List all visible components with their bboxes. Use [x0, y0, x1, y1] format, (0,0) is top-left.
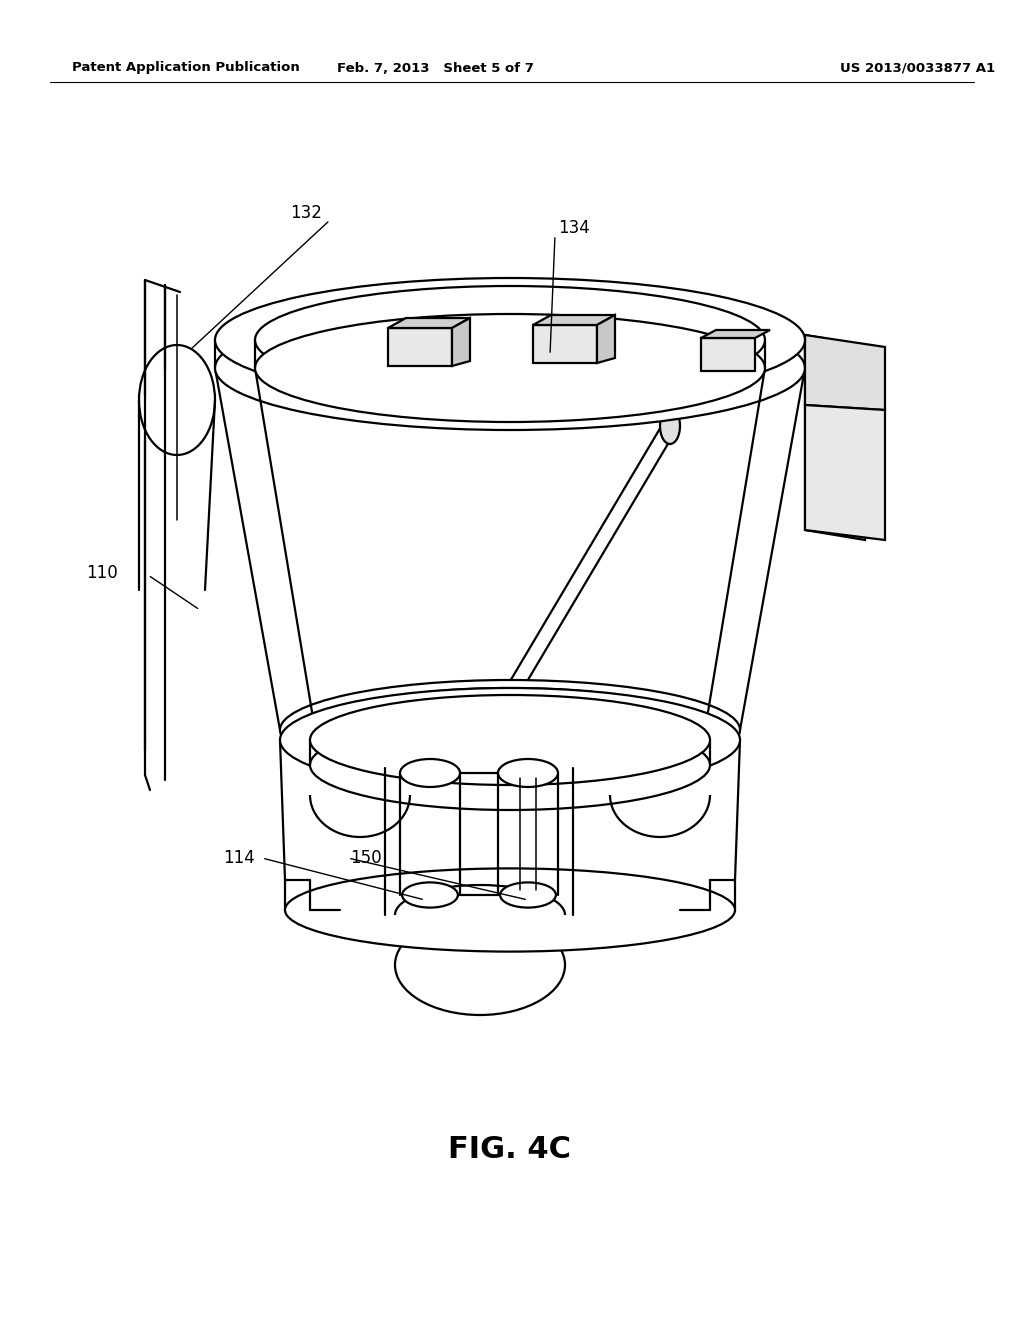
Ellipse shape — [402, 882, 458, 908]
Text: US 2013/0033877 A1: US 2013/0033877 A1 — [840, 62, 995, 74]
Ellipse shape — [500, 882, 556, 908]
Ellipse shape — [139, 345, 215, 455]
Ellipse shape — [310, 696, 710, 785]
Ellipse shape — [660, 408, 680, 444]
Text: 114: 114 — [223, 849, 255, 867]
Polygon shape — [597, 315, 615, 363]
Polygon shape — [701, 330, 770, 338]
Polygon shape — [452, 318, 470, 366]
Polygon shape — [534, 325, 597, 363]
Text: Feb. 7, 2013   Sheet 5 of 7: Feb. 7, 2013 Sheet 5 of 7 — [337, 62, 534, 74]
Ellipse shape — [310, 719, 710, 810]
Ellipse shape — [255, 314, 765, 422]
Ellipse shape — [215, 306, 805, 430]
Polygon shape — [388, 327, 452, 366]
Polygon shape — [805, 335, 885, 411]
Text: 132: 132 — [290, 205, 322, 222]
Ellipse shape — [400, 759, 460, 787]
Ellipse shape — [280, 680, 740, 780]
Polygon shape — [388, 318, 470, 327]
Ellipse shape — [395, 915, 565, 1015]
Ellipse shape — [255, 286, 765, 393]
Ellipse shape — [215, 279, 805, 403]
Text: 134: 134 — [558, 219, 590, 238]
Text: 110: 110 — [86, 564, 118, 582]
Ellipse shape — [498, 759, 558, 787]
Polygon shape — [534, 315, 615, 325]
Polygon shape — [215, 341, 805, 730]
Text: FIG. 4C: FIG. 4C — [449, 1135, 571, 1164]
Text: 150: 150 — [350, 849, 382, 867]
Polygon shape — [805, 335, 865, 540]
Ellipse shape — [285, 869, 735, 952]
Polygon shape — [701, 338, 755, 371]
Polygon shape — [805, 405, 885, 540]
Ellipse shape — [280, 688, 740, 792]
Text: Patent Application Publication: Patent Application Publication — [72, 62, 300, 74]
Ellipse shape — [315, 688, 705, 772]
